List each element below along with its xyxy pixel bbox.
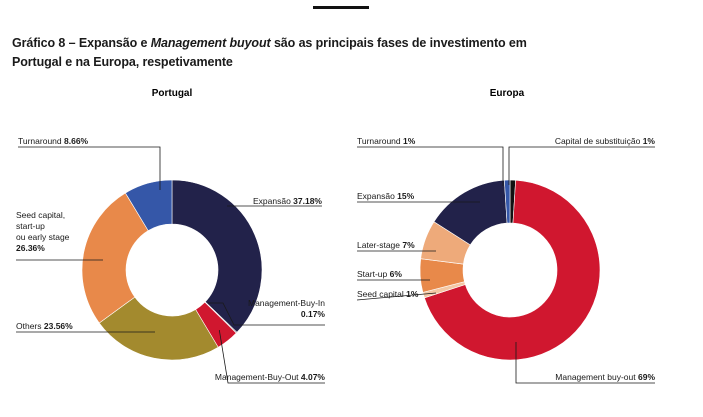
eu-leader-management-buy-out — [515, 342, 655, 384]
chart-figure-title: Gráfico 8 – Expansão e Management buyout… — [12, 34, 692, 72]
portugal-slice-seed-capital-start-up-ou-early-stage — [81, 192, 149, 324]
portugal-slice-expansao — [171, 179, 263, 333]
europa-donut — [419, 179, 601, 361]
portugal-donut — [81, 179, 263, 361]
pt-label-expansao: Expansão 37.18% — [253, 196, 322, 206]
title-emphasis: Management buyout — [150, 36, 271, 50]
eu-leader-seed-capital — [356, 292, 437, 301]
europa-slice-turnaround — [504, 179, 511, 224]
europa-chart-title: Europa — [490, 88, 525, 99]
pt-label-others: Others 23.56% — [16, 321, 73, 331]
pt-label-seed: Seed capital, start-up ou early stage 26.36… — [16, 210, 70, 253]
top-accent-bar — [313, 6, 369, 9]
eu-label-start-up: Start-up 6% — [357, 269, 402, 279]
pt-label-mbi: Management-Buy-In 0.17% — [248, 298, 325, 319]
pt-label-mbo: Management-Buy-Out 4.07% — [215, 372, 326, 382]
eu-leader-turnaround — [357, 146, 504, 186]
title-line-2: Portugal e na Europa, respetivamente — [12, 55, 233, 69]
eu-label-later-stage: Later-stage 7% — [357, 240, 415, 250]
eu-leader-capital-substituicao — [508, 146, 655, 185]
pt-leader-mbo — [218, 330, 325, 384]
pt-leader-mbi — [208, 302, 325, 326]
title-suffix: são as principais fases de investimento … — [270, 36, 527, 50]
slice-labels: Expansão 37.18% Management-Buy-In 0.17% Man… — [16, 136, 655, 382]
eu-label-seed-capital: Seed capital 1% — [357, 289, 419, 299]
portugal-chart-title: Portugal — [152, 88, 193, 99]
eu-label-capital-substituicao: Capital de substituição 1% — [555, 136, 656, 146]
europa-slice-management-buy-out — [424, 179, 601, 361]
pt-leader-turnaround — [18, 146, 161, 190]
eu-label-turnaround: Turnaround 1% — [357, 136, 416, 146]
portugal-slice-turnaround — [124, 179, 173, 232]
eu-label-management-buy-out: Management buy-out 69% — [555, 372, 655, 382]
title-prefix: Gráfico 8 – Expansão e — [12, 36, 151, 50]
pt-label-turnaround: Turnaround 8.66% — [18, 136, 89, 146]
label-leader-lines — [16, 146, 655, 384]
eu-label-expansao: Expansão 15% — [357, 191, 415, 201]
